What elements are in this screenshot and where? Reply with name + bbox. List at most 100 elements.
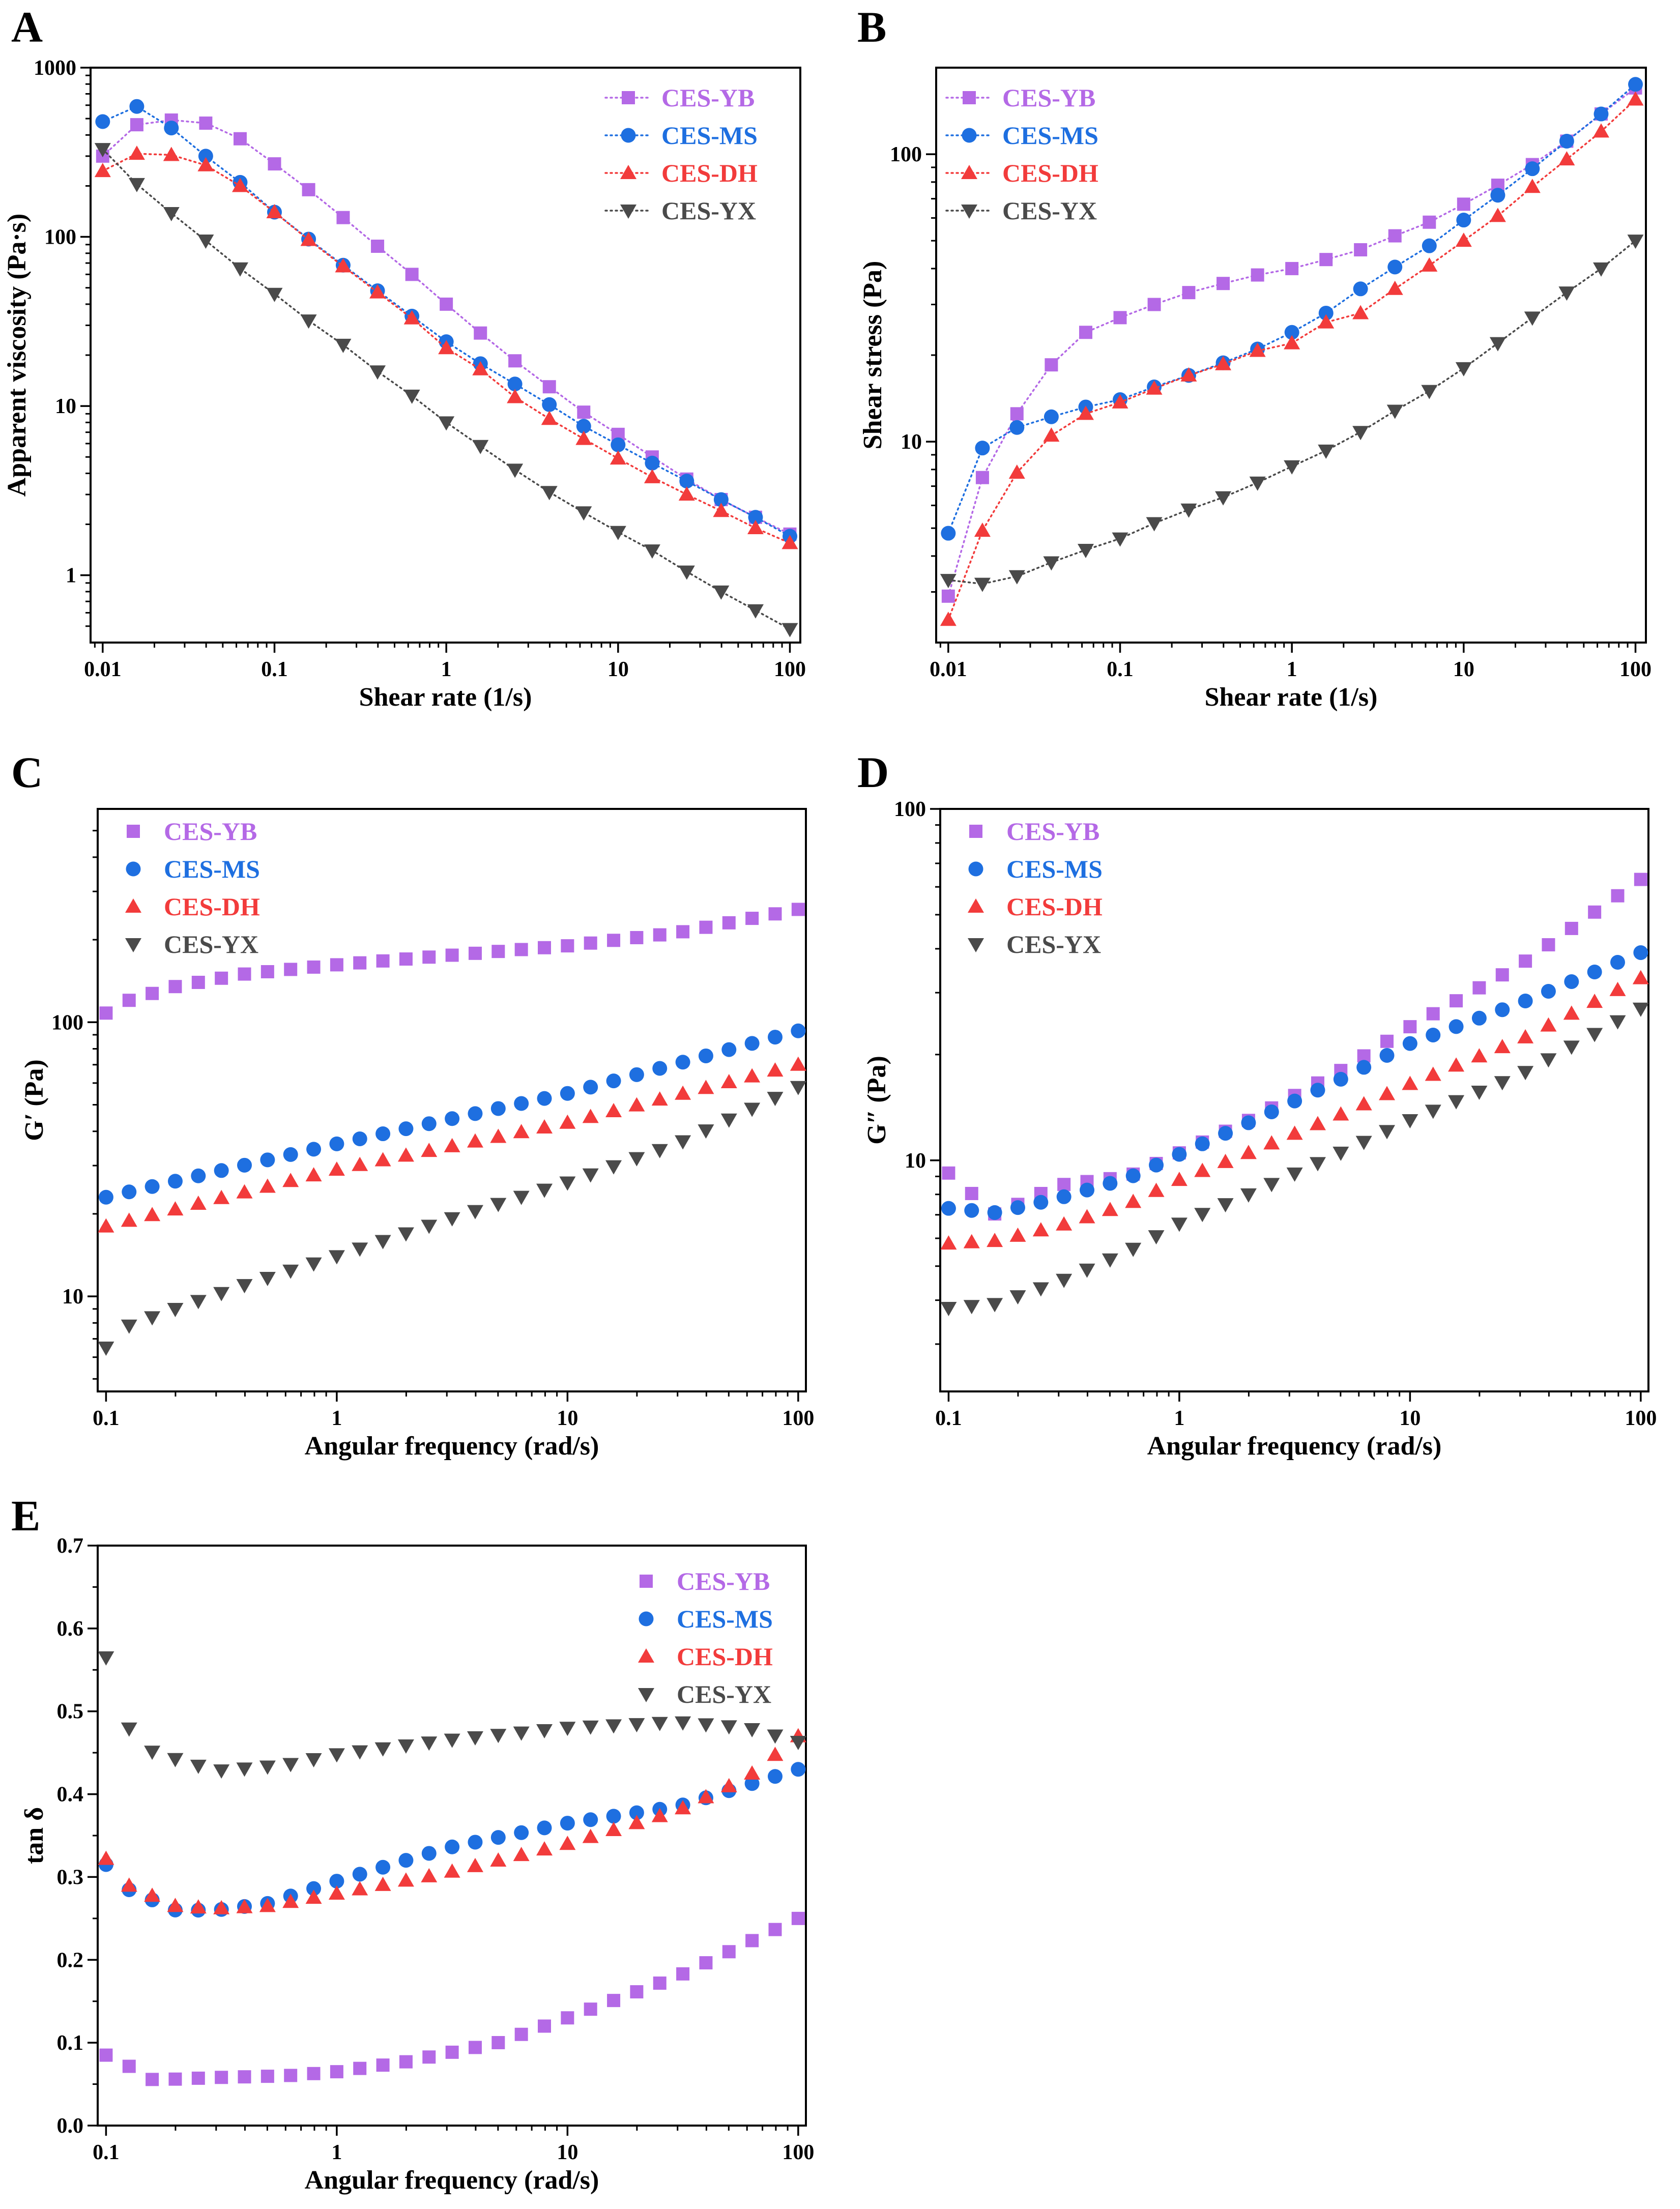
data-point [237,1157,252,1173]
data-point [630,931,644,944]
data-point [422,950,436,964]
data-point [610,450,626,465]
data-point [99,2048,113,2062]
data-point [121,1877,137,1892]
data-point [1171,1172,1187,1186]
legend-label: CES-YB [661,83,755,112]
data-point [575,430,592,445]
data-point [1251,268,1264,282]
data-point [467,1133,483,1148]
data-point [507,376,523,392]
data-point [1008,570,1025,585]
data-point [676,925,690,939]
data-point [306,1142,322,1157]
data-point [629,1805,644,1820]
data-point [1284,335,1300,350]
data-point [490,1852,507,1867]
data-point [1517,1029,1534,1043]
data-point [940,1235,957,1250]
data-point [561,939,574,953]
y-tick-label: 1 [66,564,76,588]
data-point [1032,1282,1049,1297]
data-point [965,1186,978,1200]
legend-item-ces-ms: CES-MS [639,1605,773,1633]
data-point [791,1762,806,1777]
data-point [144,1746,161,1760]
data-point [405,268,419,281]
data-point [610,526,626,540]
y-tick-label: 100 [44,226,76,249]
data-point [1079,1209,1095,1224]
data-point [747,519,764,534]
legend: CES-YB CES-MS CES-DH CES-YX [638,1567,773,1708]
series-ces-dh [940,970,1649,1250]
x-axis-title: Angular frequency (rad/s) [305,2166,599,2195]
panel-e: E 0.1 1 10 100 0.0 0.1 0.2 0.3 0.4 0.5 0.6 0.7 Angula… [11,1491,814,2195]
data-point [375,1859,391,1875]
data-point [1450,994,1463,1008]
y-tick-label: 10 [55,395,76,418]
data-point [1249,476,1266,491]
data-point [260,965,274,978]
legend-label: CES-YX [1002,196,1097,225]
data-point [266,204,283,218]
legend-item-ces-dh: CES-DH [968,892,1103,921]
legend-item-ces-dh: CES-DH [945,159,1098,187]
legend-label: CES-DH [661,159,758,187]
data-point [653,928,667,942]
legend: CES-YB CES-MS CES-DH CES-YX [604,83,758,225]
data-point [445,1839,460,1854]
data-point [421,1116,437,1131]
data-point [164,121,179,136]
x-axis: 0.1 1 10 100 [93,1391,814,1430]
data-point [745,1934,759,1948]
data-point [1456,213,1471,228]
legend-label: CES-YX [164,930,258,958]
y-axis: 0.0 0.1 0.2 0.3 0.4 0.5 0.6 0.7 [57,1534,98,2138]
x-axis-title: Shear rate (1/s) [1205,683,1378,712]
data-point [1495,1002,1510,1018]
data-point [1148,1230,1165,1245]
data-point [675,1135,691,1150]
x-tick-label: 1 [441,658,452,681]
data-point [98,1651,114,1666]
data-point [282,1758,299,1772]
legend-marker [125,938,141,952]
legend-label: CES-YB [677,1567,770,1595]
data-point [302,183,315,196]
y-tick-label: 0.1 [57,2031,84,2055]
data-point [630,1985,644,1999]
data-point [713,492,729,507]
legend-label: CES-YB [1002,83,1095,112]
data-point [1495,968,1509,982]
data-point [467,1857,483,1872]
data-point [720,1073,737,1088]
data-point [508,354,522,368]
data-point [1263,1178,1280,1193]
x-tick-label: 0.1 [261,658,288,681]
data-point [307,960,321,974]
legend-item-ces-yx: CES-YX [968,930,1101,958]
data-point [987,1205,1002,1220]
legend-label: CES-DH [1006,892,1103,921]
legend-label: CES-YX [1006,930,1101,958]
legend-marker [620,165,636,179]
data-point [421,1219,438,1234]
data-point [1172,1147,1187,1162]
y-axis-title: G′ (Pa) [20,1059,49,1141]
data-point [353,956,367,970]
data-point [744,1765,761,1780]
data-point [940,612,957,626]
legend-label: CES-YB [1006,817,1099,846]
data-point [1403,1020,1417,1034]
data-point [1455,232,1472,247]
data-point [399,952,413,966]
data-point [1518,994,1533,1009]
data-point [940,574,957,589]
data-point [1610,954,1625,970]
legend-marker [620,205,636,219]
x-tick-label: 10 [557,2141,578,2164]
data-point [1286,1125,1303,1140]
data-point [1241,1115,1256,1130]
